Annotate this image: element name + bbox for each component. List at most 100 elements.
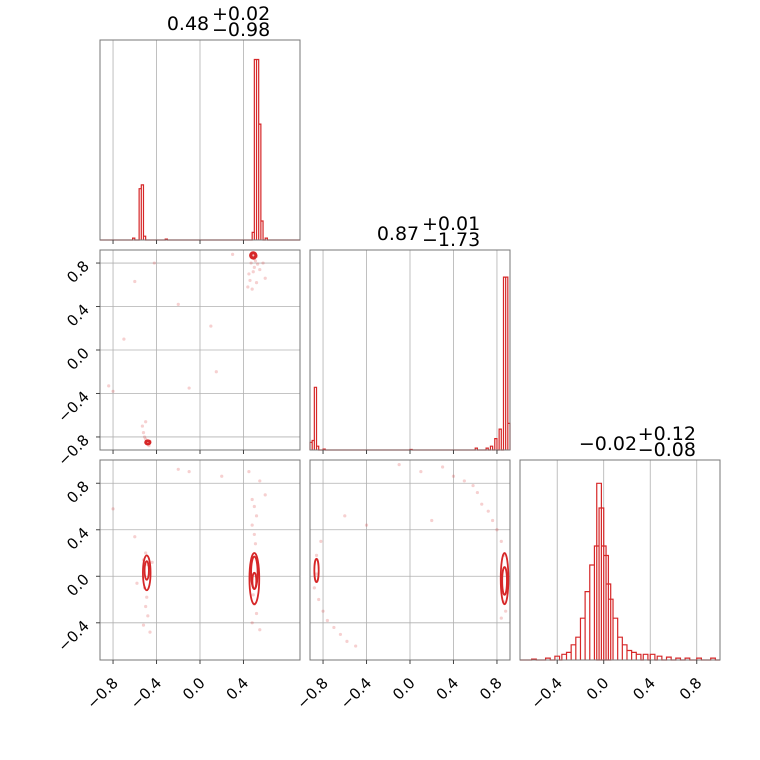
density-contour — [145, 440, 151, 445]
sample-point — [256, 262, 260, 266]
sample-point — [495, 528, 499, 532]
y-tick-label: −0.4 — [54, 617, 92, 655]
sample-point — [312, 586, 316, 590]
sample-point — [253, 542, 258, 546]
y-tick-label: 0.8 — [63, 477, 93, 507]
param-title-plus-2: +0.12 — [638, 423, 696, 445]
x-tick-label: 0.8 — [476, 674, 506, 704]
sample-point — [252, 532, 256, 537]
sample-point — [317, 597, 321, 602]
sample-point — [231, 252, 235, 256]
sample-point — [343, 514, 347, 518]
sample-point — [251, 270, 255, 274]
sample-point — [251, 593, 255, 597]
param-title-minus-1: −1.73 — [422, 229, 480, 251]
y-tick-label: 0.8 — [63, 257, 93, 287]
sample-point — [345, 639, 349, 643]
density-contour — [251, 571, 258, 590]
param-title-0: 0.48 — [167, 13, 209, 35]
x-tick-label: −0.8 — [83, 674, 121, 712]
density-contour — [313, 557, 320, 583]
sample-point — [248, 278, 252, 283]
sample-point — [462, 479, 466, 483]
sample-point — [499, 539, 503, 543]
panel-content-2-1 — [312, 463, 510, 648]
x-tick-label: 0.0 — [179, 674, 209, 704]
param-title-plus-0: +0.02 — [212, 3, 270, 25]
sample-point — [499, 616, 503, 620]
y-tick-label: 0.0 — [63, 570, 93, 600]
sample-point — [187, 386, 191, 390]
sample-point — [486, 509, 490, 513]
sample-point — [148, 630, 152, 634]
histogram-2 — [520, 482, 720, 661]
sample-point — [144, 551, 148, 555]
sample-point — [142, 435, 147, 439]
sample-point — [140, 424, 144, 428]
sample-point — [491, 518, 495, 523]
sample-point — [263, 276, 267, 280]
sample-point — [250, 621, 254, 625]
panel-2-1: −0.8 −0.4 0.0 0.4 0.8 — [293, 459, 511, 713]
x-tick-label: 0.4 — [223, 674, 253, 704]
density-contour — [501, 566, 508, 596]
panel-content-1-0 — [107, 251, 267, 448]
sample-point — [141, 623, 146, 627]
panel-2-0: −0.8 −0.4 0.0 0.4−0.40.00.40.8 — [54, 459, 301, 713]
sample-point — [258, 628, 262, 632]
sample-point — [141, 431, 146, 435]
sample-point — [107, 384, 111, 388]
sample-point — [261, 261, 265, 265]
sample-point — [249, 261, 253, 265]
sample-point — [397, 463, 401, 467]
sample-point — [354, 644, 358, 648]
panel-1-1: 0.87 +0.01−1.73 — [309, 213, 511, 454]
panel-1-0: −0.8 −0.4 0.0 0.4 0.8 — [54, 249, 301, 470]
y-tick-label: −0.8 — [54, 431, 92, 469]
sample-point — [176, 302, 180, 306]
y-tick-label: −0.4 — [54, 388, 92, 426]
x-tick-label: −0.4 — [527, 674, 565, 712]
x-tick-label: 0.4 — [433, 674, 463, 704]
sample-point — [254, 514, 259, 518]
sample-point — [145, 595, 149, 599]
sample-point — [263, 493, 267, 497]
sample-point — [135, 581, 139, 585]
sample-point — [480, 502, 484, 506]
sample-point — [133, 279, 137, 284]
sample-point — [176, 467, 180, 471]
panel-0-0: 0.48 +0.02−0.98 — [99, 3, 301, 244]
sample-point — [150, 560, 154, 564]
sample-point — [314, 572, 319, 576]
x-tick-label: 0.8 — [676, 674, 706, 704]
param-title-1: 0.87 — [377, 223, 419, 245]
sample-point — [209, 324, 213, 328]
sample-point — [152, 261, 156, 265]
sample-point — [146, 614, 150, 618]
sample-point — [247, 272, 251, 276]
sample-point — [144, 604, 148, 609]
x-tick-label: −0.4 — [127, 674, 165, 712]
sample-point — [133, 535, 137, 539]
sample-point — [250, 523, 254, 527]
sample-point — [252, 504, 256, 509]
sample-point — [419, 470, 423, 474]
sample-point — [319, 539, 323, 543]
param-title-minus-0: −0.98 — [212, 19, 270, 41]
sample-point — [122, 337, 126, 341]
density-contour — [143, 560, 150, 581]
sample-point — [214, 370, 218, 374]
sample-point — [252, 265, 256, 269]
y-tick-label: 0.4 — [63, 301, 93, 331]
sample-point — [364, 523, 369, 527]
sample-point — [111, 507, 115, 511]
density-contour — [499, 552, 510, 606]
x-tick-label: −0.4 — [337, 674, 375, 712]
sample-point — [246, 285, 250, 289]
x-tick-label: 0.0 — [583, 674, 613, 704]
x-tick-label: 0.4 — [629, 674, 659, 704]
sample-point — [220, 474, 224, 478]
sample-point — [258, 479, 262, 483]
sample-point — [254, 611, 259, 616]
